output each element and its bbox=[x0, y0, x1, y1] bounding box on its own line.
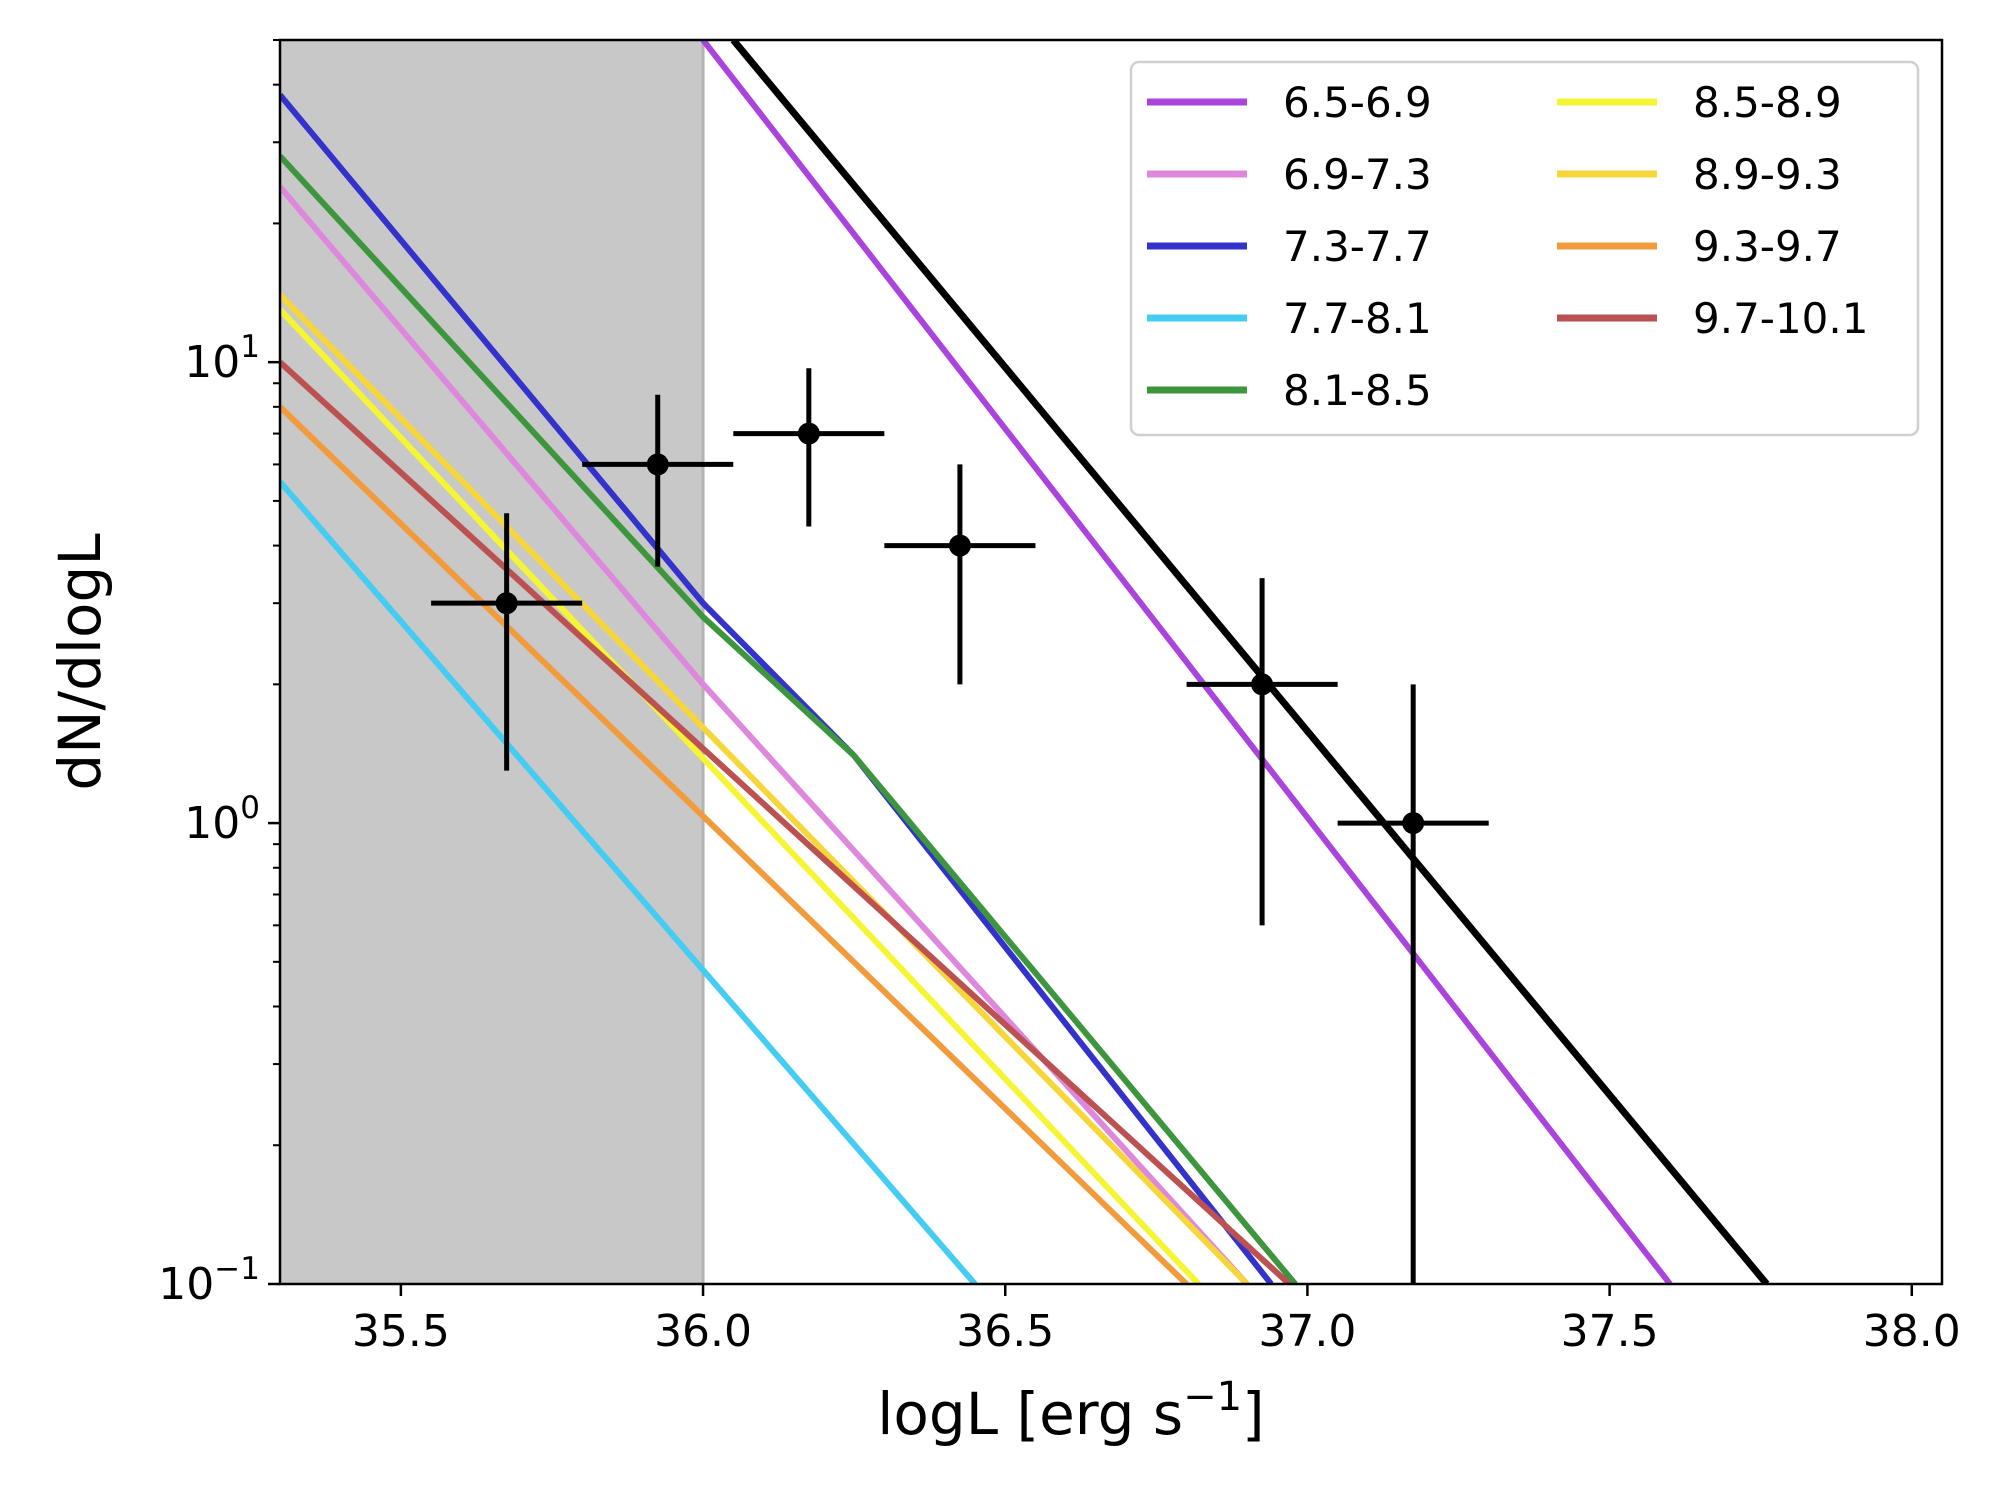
y-tick-exponent: −1 bbox=[214, 1251, 260, 1287]
data-point-2 bbox=[733, 368, 885, 527]
x-axis-label-exponent: −1 bbox=[1183, 1374, 1242, 1420]
series-line-8.9-9.3 bbox=[280, 292, 1250, 1284]
legend-entry-8.5-8.9: 8.5-8.9 bbox=[1557, 78, 1842, 127]
legend-label: 6.5-6.9 bbox=[1283, 78, 1432, 127]
x-tick-label: 35.5 bbox=[352, 1306, 450, 1357]
x-axis-label: logL [erg s−1] bbox=[877, 1374, 1264, 1448]
x-axis-label-main: logL [erg s bbox=[877, 1380, 1183, 1448]
data-point-3 bbox=[884, 464, 1036, 685]
y-tick-label: 100 bbox=[184, 790, 260, 849]
x-axis-label-bracket: ] bbox=[1242, 1380, 1265, 1448]
legend-label: 9.3-9.7 bbox=[1693, 222, 1842, 271]
legend-entry-7.7-8.1: 7.7-8.1 bbox=[1147, 294, 1432, 343]
legend-entry-6.9-7.3: 6.9-7.3 bbox=[1147, 150, 1432, 199]
y-tick-exponent: 1 bbox=[240, 329, 260, 365]
y-tick-base: 10 bbox=[184, 798, 240, 849]
legend-entry-8.9-9.3: 8.9-9.3 bbox=[1557, 150, 1842, 199]
data-marker bbox=[1402, 812, 1425, 835]
series-line-8.5-8.9 bbox=[280, 307, 1201, 1284]
legend-entry-6.5-6.9: 6.5-6.9 bbox=[1147, 78, 1432, 127]
data-marker bbox=[797, 422, 820, 445]
y-tick-base: 10 bbox=[184, 337, 240, 388]
data-marker bbox=[646, 453, 669, 476]
legend-entry-9.7-10.1: 9.7-10.1 bbox=[1557, 294, 1868, 343]
shaded-region bbox=[280, 40, 704, 1284]
series-line-6.9-7.3 bbox=[280, 184, 1250, 1284]
x-tick-label: 37.0 bbox=[1258, 1306, 1356, 1357]
x-tick-label: 36.0 bbox=[654, 1306, 752, 1357]
series-line-9.7-10.1 bbox=[280, 359, 1292, 1284]
legend-label: 9.7-10.1 bbox=[1693, 294, 1868, 343]
legend-label: 7.7-8.1 bbox=[1283, 294, 1432, 343]
legend-label: 8.1-8.5 bbox=[1283, 366, 1432, 415]
legend-label: 8.5-8.9 bbox=[1693, 78, 1842, 127]
data-point-5 bbox=[1337, 684, 1489, 1284]
series-line-8.1-8.5 bbox=[280, 154, 1298, 1284]
data-marker bbox=[948, 534, 971, 557]
legend-entry-9.3-9.7: 9.3-9.7 bbox=[1557, 222, 1842, 271]
y-axis-label: dN/dlogL bbox=[46, 533, 114, 790]
plot-frame bbox=[278, 38, 1944, 1286]
series-line-6.5-6.9 bbox=[700, 40, 1673, 1284]
series-line-7.3-7.7 bbox=[280, 92, 1274, 1284]
x-tick-label: 37.5 bbox=[1561, 1306, 1659, 1357]
model-total-line bbox=[730, 40, 1770, 1284]
y-tick-label: 10−1 bbox=[158, 1251, 260, 1310]
legend-label: 7.3-7.7 bbox=[1283, 222, 1432, 271]
x-tick-label: 36.5 bbox=[956, 1306, 1054, 1357]
legend-box bbox=[1129, 60, 1920, 437]
legend-entry-7.3-7.7: 7.3-7.7 bbox=[1147, 222, 1432, 271]
series-line-7.7-8.1 bbox=[280, 479, 978, 1284]
data-point-0 bbox=[431, 513, 583, 771]
y-tick-label: 101 bbox=[184, 329, 260, 388]
y-tick-exponent: 0 bbox=[240, 790, 260, 826]
data-point-4 bbox=[1186, 578, 1338, 926]
series-line-9.3-9.7 bbox=[280, 404, 1189, 1284]
data-marker bbox=[1251, 673, 1274, 696]
y-tick-base: 10 bbox=[158, 1259, 214, 1310]
data-point-1 bbox=[582, 394, 734, 567]
legend-label: 6.9-7.3 bbox=[1283, 150, 1432, 199]
x-tick-label: 38.0 bbox=[1863, 1306, 1961, 1357]
data-marker bbox=[495, 592, 518, 615]
legend-entry-8.1-8.5: 8.1-8.5 bbox=[1147, 366, 1432, 415]
legend-label: 8.9-9.3 bbox=[1693, 150, 1842, 199]
